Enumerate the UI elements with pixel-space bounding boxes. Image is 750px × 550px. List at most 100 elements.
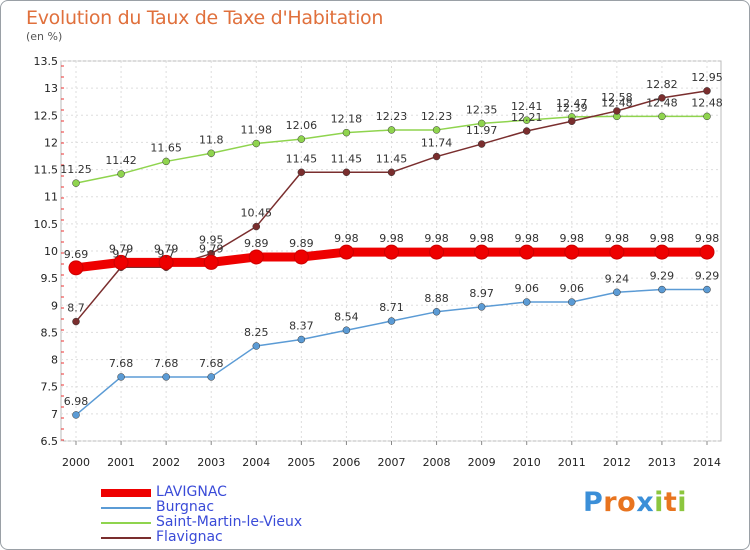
y-tick-label: 8.5: [41, 326, 59, 339]
data-point: [699, 244, 715, 260]
legend-entry: Saint-Martin-le-Vieux: [101, 515, 302, 530]
data-label: 9.29: [695, 270, 720, 283]
x-tick-label: 2006: [332, 456, 360, 469]
x-tick-label: 2003: [197, 456, 225, 469]
chart-title: Evolution du Taux de Taxe d'Habitation: [26, 7, 384, 29]
proxiti-logo: Proxiti: [583, 487, 687, 518]
y-tick-label: 7: [51, 408, 58, 421]
data-label: 12.18: [331, 113, 363, 126]
data-point: [658, 285, 666, 294]
data-point: [658, 112, 666, 121]
data-label: 9.06: [514, 282, 539, 295]
data-label: 9.98: [469, 232, 494, 245]
data-point: [342, 128, 351, 137]
legend-swatch: [101, 488, 151, 497]
data-point: [613, 107, 621, 115]
legend-entry: LAVIGNAC: [101, 485, 302, 500]
data-label: 9.89: [244, 237, 269, 250]
x-tick-label: 2010: [513, 456, 541, 469]
data-label: 9.06: [560, 282, 585, 295]
data-label: 8.25: [244, 326, 269, 339]
data-label: 9.79: [199, 242, 224, 255]
x-tick-label: 2005: [287, 456, 315, 469]
data-label: 11.74: [421, 137, 453, 150]
data-point: [568, 298, 576, 306]
data-label: 9.98: [514, 232, 539, 245]
data-label: 12.35: [466, 103, 498, 116]
data-point: [252, 139, 261, 148]
data-label: 12.48: [646, 96, 678, 109]
data-label: 12.47: [556, 97, 588, 110]
data-label: 9.95: [199, 234, 224, 247]
data-point: [609, 244, 625, 260]
data-label: 9.98: [379, 232, 404, 245]
data-point: [568, 117, 576, 126]
data-point: [429, 244, 445, 260]
data-label: 12.58: [601, 91, 633, 104]
data-label: 8.71: [379, 301, 404, 314]
data-point: [477, 140, 486, 148]
logo-letter: i: [677, 487, 688, 518]
data-label: 8.37: [289, 319, 314, 332]
data-label: 11.45: [331, 152, 363, 165]
data-point: [117, 170, 125, 178]
y-tick-label: 9.5: [41, 272, 59, 285]
data-label: 9.98: [334, 232, 359, 245]
data-point: [519, 244, 535, 260]
data-point: [474, 244, 490, 260]
data-point: [387, 168, 396, 177]
y-tick-label: 9: [51, 299, 58, 312]
logo-letter: P: [583, 487, 604, 518]
data-point: [703, 285, 711, 294]
data-label: 11.45: [286, 152, 318, 165]
data-point: [522, 127, 531, 135]
data-label: 12.41: [511, 100, 543, 113]
y-tick-label: 13: [44, 82, 58, 95]
y-tick-label: 13.5: [34, 55, 59, 68]
x-tick-label: 2002: [152, 456, 180, 469]
x-tick-label: 2009: [468, 456, 496, 469]
data-point: [113, 254, 129, 270]
data-point: [68, 260, 84, 276]
data-label: 8.97: [469, 287, 494, 300]
data-point: [72, 411, 80, 419]
data-label: 9.29: [650, 270, 675, 283]
logo-letter: t: [663, 487, 678, 518]
data-label: 11.65: [150, 141, 182, 154]
data-point: [703, 112, 711, 121]
data-point: [432, 126, 441, 134]
x-tick-label: 2013: [648, 456, 676, 469]
x-tick-label: 2012: [603, 456, 631, 469]
data-label: 11.98: [241, 124, 273, 137]
data-point: [72, 179, 80, 187]
x-tick-label: 2008: [423, 456, 451, 469]
data-label: 12.48: [691, 96, 723, 109]
y-tick-label: 11.5: [34, 164, 59, 177]
data-label: 10.45: [241, 207, 273, 220]
legend-label: Burgnac: [156, 499, 215, 515]
data-point: [252, 222, 261, 231]
data-label: 8.54: [334, 310, 359, 323]
data-label: 9.24: [605, 272, 630, 285]
data-label: 7.68: [109, 357, 134, 370]
legend-label: Flavignac: [156, 529, 223, 545]
data-label: 9.79: [109, 242, 134, 255]
y-tick-label: 8: [51, 354, 58, 367]
data-label: 9.69: [64, 248, 89, 261]
data-point: [384, 244, 399, 260]
logo-letter: r: [603, 487, 618, 518]
data-label: 9.7: [112, 247, 130, 260]
data-point: [158, 254, 174, 270]
legend-entry: Burgnac: [101, 500, 302, 515]
logo-letter: o: [617, 487, 637, 518]
y-tick-label: 11: [44, 191, 58, 204]
data-label: 11.8: [199, 133, 224, 146]
x-tick-label: 2001: [107, 456, 135, 469]
data-label: 12.21: [511, 111, 543, 124]
data-point: [477, 119, 486, 128]
legend-entry: Flavignac: [101, 530, 302, 545]
data-label: 9.98: [605, 232, 630, 245]
data-label: 12.82: [646, 78, 678, 91]
y-tick-label: 7.5: [41, 381, 59, 394]
logo-letter: x: [636, 487, 655, 518]
